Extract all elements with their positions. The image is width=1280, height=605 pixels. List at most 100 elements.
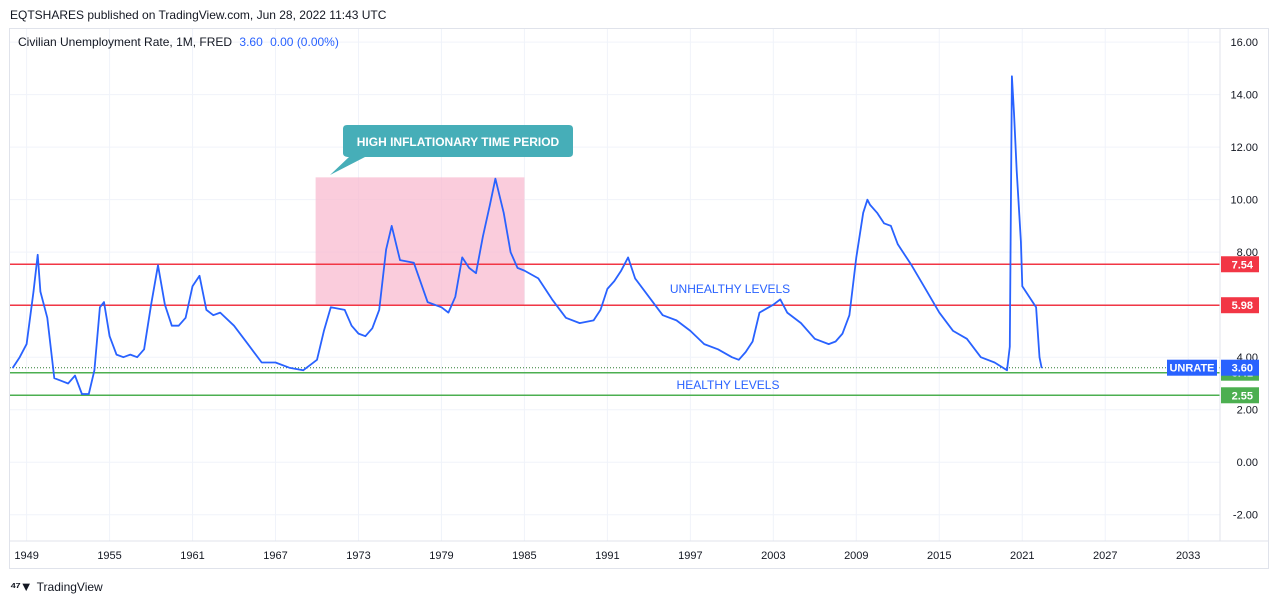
data-point — [46, 317, 48, 319]
data-point — [772, 304, 774, 306]
x-tick-label: 1961 — [180, 550, 204, 562]
data-point — [516, 267, 519, 269]
chart-frame — [9, 28, 1269, 569]
data-point — [233, 325, 235, 327]
data-point — [385, 248, 387, 251]
data-point — [212, 314, 214, 316]
grid-lines — [10, 29, 1220, 541]
data-point — [198, 275, 201, 277]
data-point — [93, 369, 95, 371]
data-point — [323, 330, 325, 332]
data-point — [157, 264, 159, 266]
footer-brand-label: TradingView — [36, 579, 103, 594]
data-point — [834, 340, 837, 343]
data-point — [371, 327, 373, 329]
data-point — [924, 288, 927, 290]
data-point — [191, 285, 194, 287]
data-point — [966, 338, 968, 340]
data-point — [620, 269, 622, 272]
series-layer — [12, 75, 1043, 395]
data-point — [247, 343, 249, 345]
data-point — [509, 251, 512, 253]
data-point — [302, 369, 304, 371]
x-tick-label: 1973 — [346, 550, 370, 562]
x-tick-label: 1991 — [595, 550, 619, 562]
data-point — [627, 256, 629, 259]
callout-balloon[interactable] — [330, 125, 573, 175]
unrate-series-line[interactable] — [12, 75, 1043, 395]
data-point — [364, 335, 366, 337]
time-axis: 1949 1955 1961 1967 1973 1979 1985 1991 1997 2003… — [14, 550, 1200, 562]
series-legend[interactable]: Civilian Unemployment Rate, 1M, FRED 3.6… — [18, 35, 339, 49]
data-point — [391, 225, 393, 227]
data-point — [1035, 306, 1037, 308]
x-tick-label: 2033 — [1176, 550, 1200, 562]
data-point — [489, 204, 491, 206]
data-point — [1009, 346, 1011, 348]
data-point — [862, 212, 864, 214]
x-tick-label: 2021 — [1010, 550, 1034, 562]
level-tag-bg — [1221, 387, 1259, 404]
data-point — [1020, 241, 1022, 243]
data-point — [717, 348, 719, 350]
data-point — [689, 330, 691, 332]
data-point — [579, 322, 581, 324]
data-point — [897, 243, 899, 245]
data-point — [565, 317, 567, 319]
data-point — [12, 367, 14, 369]
data-point — [537, 277, 539, 280]
data-point — [37, 254, 39, 256]
x-tick-label: 2003 — [761, 550, 785, 562]
level-tag-bg — [1221, 256, 1259, 273]
data-point — [606, 288, 608, 290]
data-point — [503, 212, 505, 214]
data-point — [599, 309, 602, 311]
data-point — [482, 235, 484, 238]
data-point — [53, 377, 55, 379]
data-point — [980, 356, 982, 358]
x-tick-label: 1985 — [512, 550, 536, 562]
data-point — [745, 351, 747, 353]
x-tick-label: 1955 — [97, 550, 121, 562]
data-point — [1013, 112, 1015, 114]
data-point — [378, 309, 380, 311]
data-point — [952, 330, 954, 332]
data-point — [613, 280, 615, 282]
highlight-rect[interactable] — [315, 177, 525, 306]
x-tick-label: 1979 — [429, 550, 453, 562]
data-point — [461, 256, 463, 259]
legend-change: 0.00 (0.00%) — [270, 35, 339, 49]
publish-header: EQTSHARES published on TradingView.com, … — [10, 8, 387, 22]
data-point — [738, 359, 740, 361]
data-point — [800, 322, 802, 324]
data-point — [758, 311, 761, 314]
x-tick-label: 1949 — [14, 550, 38, 562]
data-point — [60, 380, 62, 382]
data-point — [551, 298, 553, 301]
last-value-label: 3.60 — [1232, 363, 1253, 375]
data-point — [1038, 356, 1041, 358]
data-point — [648, 296, 650, 298]
data-point — [855, 256, 857, 259]
data-point — [19, 356, 21, 358]
data-point — [274, 361, 277, 364]
data-point — [357, 332, 360, 335]
data-point — [454, 296, 456, 298]
data-point — [81, 393, 83, 395]
footer-brand[interactable]: ⁴⁷▼ TradingView — [10, 579, 103, 594]
data-point — [288, 367, 290, 369]
level-tag-label: 5.98 — [1232, 300, 1253, 312]
legend-series-name: Civilian Unemployment Rate, 1M, FRED — [18, 35, 233, 49]
y-tick-label: 10.00 — [1230, 195, 1258, 207]
data-point — [427, 301, 429, 303]
data-point — [1021, 285, 1023, 287]
x-tick-label: 2015 — [927, 550, 951, 562]
data-point — [205, 309, 207, 311]
y-tick-label: -2.00 — [1233, 510, 1258, 522]
unhealthy-levels-label: UNHEALTHY LEVELS — [670, 282, 790, 296]
data-point — [164, 304, 166, 306]
data-point — [171, 325, 173, 327]
data-point — [468, 267, 470, 269]
data-point — [178, 325, 180, 327]
